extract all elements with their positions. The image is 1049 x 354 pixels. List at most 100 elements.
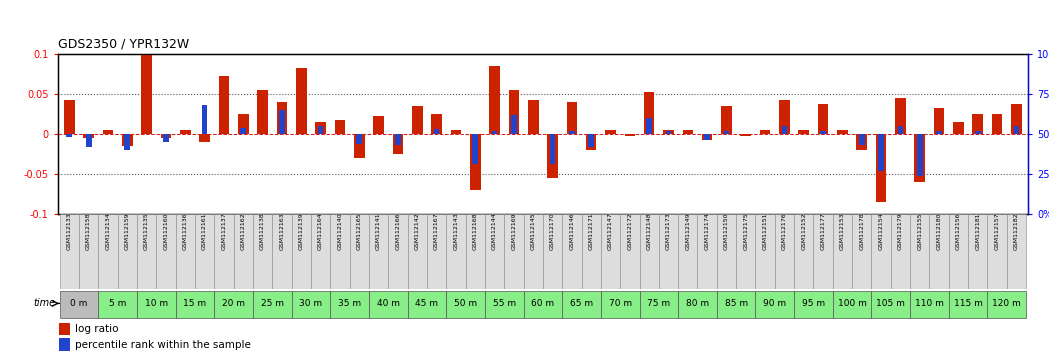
Bar bbox=[646, 118, 652, 134]
Bar bbox=[59, 338, 70, 350]
Text: 35 m: 35 m bbox=[338, 299, 361, 308]
Text: GSM112166: GSM112166 bbox=[395, 212, 401, 250]
Bar bbox=[601, 291, 640, 318]
Text: 110 m: 110 m bbox=[915, 299, 944, 308]
Text: GSM112149: GSM112149 bbox=[685, 212, 690, 250]
Bar bbox=[335, 120, 345, 134]
Bar bbox=[253, 291, 292, 318]
Text: GSM112179: GSM112179 bbox=[898, 212, 903, 250]
Bar bbox=[234, 214, 253, 289]
Text: GSM112176: GSM112176 bbox=[782, 212, 787, 250]
Bar bbox=[354, 134, 365, 158]
Bar bbox=[122, 134, 132, 146]
Bar bbox=[485, 214, 505, 289]
Bar bbox=[856, 134, 868, 150]
Bar bbox=[523, 291, 562, 318]
Bar bbox=[408, 291, 446, 318]
Bar bbox=[698, 214, 716, 289]
Text: 85 m: 85 m bbox=[725, 299, 748, 308]
Bar bbox=[659, 214, 678, 289]
Text: GSM112158: GSM112158 bbox=[86, 212, 91, 250]
Bar bbox=[292, 291, 330, 318]
Bar bbox=[137, 291, 175, 318]
Text: 120 m: 120 m bbox=[992, 299, 1021, 308]
Text: time: time bbox=[34, 298, 56, 308]
Bar bbox=[59, 322, 70, 335]
Bar bbox=[704, 134, 710, 141]
Text: GSM112143: GSM112143 bbox=[453, 212, 458, 250]
Bar bbox=[724, 131, 729, 134]
Bar bbox=[1011, 104, 1022, 134]
Bar bbox=[678, 214, 698, 289]
Bar bbox=[103, 130, 113, 134]
Bar bbox=[775, 214, 794, 289]
Bar bbox=[195, 214, 214, 289]
Text: GSM112148: GSM112148 bbox=[646, 212, 651, 250]
Text: GSM112159: GSM112159 bbox=[125, 212, 130, 250]
Bar bbox=[199, 134, 210, 142]
Bar bbox=[852, 214, 872, 289]
Bar bbox=[878, 134, 884, 171]
Bar bbox=[859, 134, 864, 145]
Bar bbox=[311, 214, 330, 289]
Bar bbox=[318, 126, 323, 134]
Bar bbox=[755, 214, 775, 289]
Bar bbox=[548, 134, 558, 178]
Bar bbox=[279, 110, 285, 134]
Bar bbox=[163, 134, 169, 142]
Text: GSM112180: GSM112180 bbox=[937, 212, 942, 250]
Text: GSM112181: GSM112181 bbox=[976, 212, 980, 250]
Bar bbox=[214, 291, 253, 318]
Text: GSM112152: GSM112152 bbox=[801, 212, 807, 250]
Bar bbox=[433, 129, 440, 134]
Bar bbox=[833, 291, 872, 318]
Text: GSM112153: GSM112153 bbox=[840, 212, 844, 250]
Bar bbox=[277, 102, 287, 134]
Bar bbox=[911, 291, 948, 318]
Bar bbox=[833, 214, 852, 289]
Bar bbox=[1007, 214, 1026, 289]
Bar bbox=[137, 214, 156, 289]
Bar bbox=[972, 114, 983, 134]
Text: GSM112151: GSM112151 bbox=[763, 212, 768, 250]
Text: GSM112154: GSM112154 bbox=[879, 212, 883, 250]
Bar bbox=[388, 214, 408, 289]
Bar bbox=[66, 134, 72, 137]
Text: 90 m: 90 m bbox=[764, 299, 787, 308]
Bar bbox=[716, 291, 755, 318]
Text: GSM112167: GSM112167 bbox=[434, 212, 440, 250]
Bar bbox=[470, 134, 480, 190]
Bar bbox=[975, 131, 981, 134]
Bar bbox=[818, 104, 829, 134]
Text: GSM112137: GSM112137 bbox=[221, 212, 227, 250]
Bar bbox=[489, 66, 500, 134]
Bar bbox=[180, 130, 191, 134]
Bar bbox=[509, 90, 519, 134]
Text: 75 m: 75 m bbox=[647, 299, 670, 308]
Text: GSM112134: GSM112134 bbox=[106, 212, 110, 250]
Bar bbox=[663, 130, 673, 134]
Bar bbox=[755, 291, 794, 318]
Bar bbox=[872, 214, 891, 289]
Bar bbox=[794, 214, 813, 289]
Text: GSM112155: GSM112155 bbox=[917, 212, 922, 250]
Bar bbox=[543, 214, 562, 289]
Bar bbox=[794, 291, 833, 318]
Bar bbox=[466, 214, 485, 289]
Bar bbox=[79, 214, 99, 289]
Bar bbox=[357, 134, 362, 144]
Bar bbox=[562, 214, 581, 289]
Bar bbox=[412, 106, 423, 134]
Bar bbox=[83, 134, 94, 138]
Bar bbox=[292, 214, 311, 289]
Bar bbox=[991, 114, 1003, 134]
Text: 50 m: 50 m bbox=[454, 299, 477, 308]
Text: GSM112147: GSM112147 bbox=[608, 212, 613, 250]
Bar bbox=[798, 130, 809, 134]
Bar bbox=[588, 134, 594, 147]
Bar bbox=[782, 126, 788, 134]
Bar bbox=[987, 214, 1007, 289]
Text: 115 m: 115 m bbox=[954, 299, 983, 308]
Bar bbox=[253, 214, 273, 289]
Text: GSM112140: GSM112140 bbox=[338, 212, 342, 250]
